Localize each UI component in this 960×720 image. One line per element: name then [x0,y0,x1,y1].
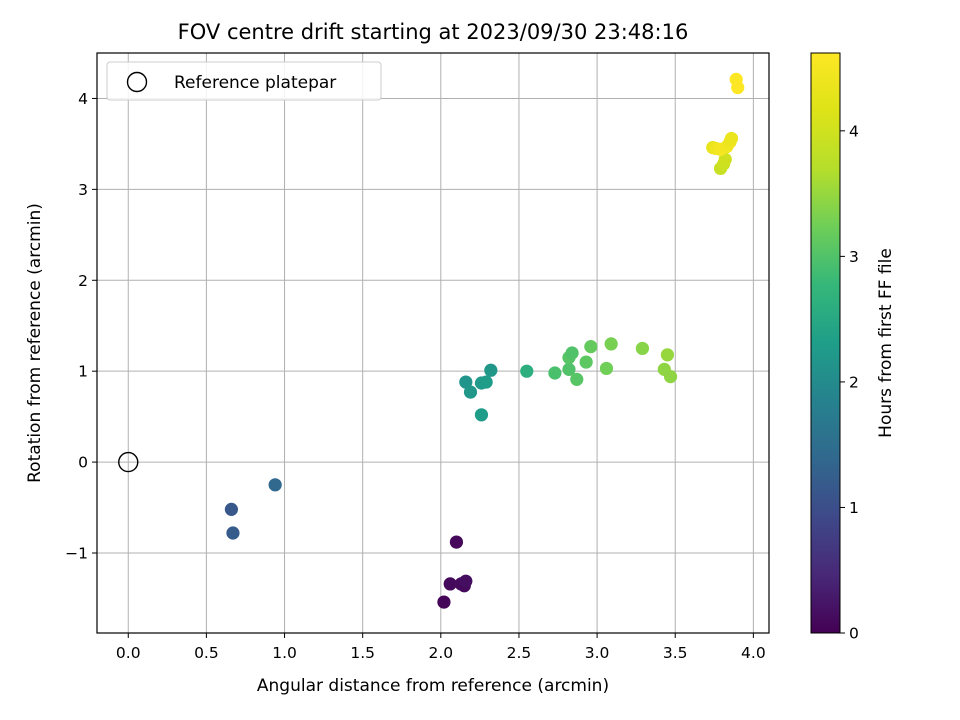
data-point [579,355,593,369]
colorbar-tick-label: 3 [849,248,859,266]
colorbar-ticks: 0 1 2 3 4 [840,122,859,643]
data-point [599,361,614,376]
colorbar-tick-label: 0 [849,625,859,643]
data-point [459,574,473,588]
x-axis-ticks: 0.0 0.5 1.0 1.5 2.0 2.5 3.0 3.5 4.0 [116,633,766,662]
data-point [724,131,739,146]
data-point [443,577,457,591]
data-point [562,362,576,376]
y-tick-label: 2 [78,272,88,290]
y-tick-label: 0 [78,454,88,472]
legend-label-reference: Reference platepar [174,73,336,93]
x-tick-label: 2.0 [428,644,453,662]
reference-marker [118,451,139,473]
legend: Reference platepar [106,61,382,101]
colorbar-tick-label: 1 [849,499,859,517]
y-tick-label: 1 [78,363,88,381]
y-tick-label: 4 [78,90,88,108]
data-point [565,346,579,360]
data-points [224,72,745,609]
colorbar-tick-label: 4 [849,122,859,140]
colorbar: 0 1 2 3 4 Hours from first FF file [810,52,896,643]
data-point [268,478,282,492]
data-point [660,348,675,362]
data-point [718,152,732,166]
x-tick-label: 3.5 [663,644,688,662]
data-point [449,535,464,549]
data-point [479,375,493,389]
x-tick-label: 0.5 [194,644,219,662]
data-point [459,375,473,389]
x-tick-label: 1.5 [350,644,375,662]
data-point [474,408,489,422]
y-axis-ticks: −1 0 1 2 3 4 [65,90,97,563]
data-point [663,370,678,384]
reference-point [118,451,139,473]
data-point [570,372,584,386]
data-point [604,337,618,351]
x-tick-label: 4.0 [741,644,766,662]
y-axis-label: Rotation from reference (arcmin) [25,203,45,483]
data-point [437,595,451,609]
data-point [224,502,238,516]
legend-marker-reference [126,71,148,93]
x-tick-label: 1.0 [272,644,297,662]
data-point [731,80,745,95]
colorbar-gradient [810,52,841,634]
data-point [584,340,598,354]
data-point [226,526,240,540]
x-tick-label: 0.0 [116,644,141,662]
y-tick-label: 3 [78,181,88,199]
legend-box [106,61,382,101]
colorbar-label: Hours from first FF file [876,248,896,438]
colorbar-tick-label: 2 [849,373,859,391]
x-tick-label: 2.5 [507,644,532,662]
plot-frame [96,52,770,634]
grid-lines [97,53,769,633]
chart-title: FOV centre drift starting at 2023/09/30 … [178,20,689,44]
x-axis-label: Angular distance from reference (arcmin) [257,676,609,696]
data-point [548,366,562,380]
data-point [463,385,478,399]
x-tick-label: 3.0 [585,644,610,662]
data-point [520,364,534,378]
y-tick-label: −1 [65,545,88,563]
data-point [484,363,498,377]
data-point [635,341,650,356]
